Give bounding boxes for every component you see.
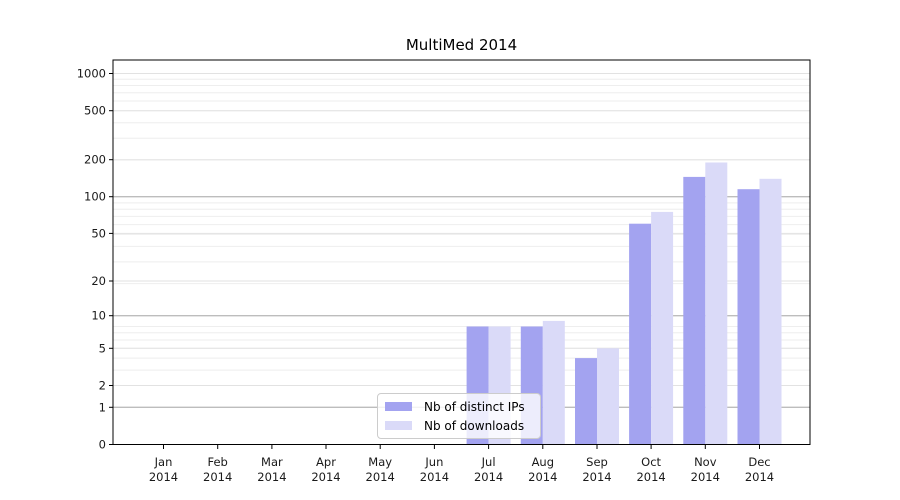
bar-ips-nov	[683, 176, 706, 445]
y-tick-label: 20	[91, 274, 106, 288]
y-tick-label: 200	[84, 153, 106, 167]
legend-row-downloads: Nb of downloads	[385, 417, 532, 435]
x-tick-label: Jan	[154, 455, 173, 469]
y-tick-label: 1	[99, 400, 106, 414]
x-tick-label: Nov	[694, 455, 717, 469]
x-tick-label: Aug	[532, 455, 554, 469]
bar-downloads-aug	[542, 320, 565, 445]
x-tick-label: Dec	[748, 455, 770, 469]
legend-label-downloads: Nb of downloads	[424, 418, 525, 433]
x-tick-label: Apr	[316, 455, 336, 469]
legend-swatch-distinct-ips	[385, 402, 412, 411]
x-tick-year-label: 2014	[203, 470, 232, 484]
y-tick-label: 10	[91, 309, 106, 323]
y-tick-label: 0	[99, 438, 106, 452]
x-tick-label: May	[368, 455, 392, 469]
x-axis-ticks: Jan2014Feb2014Mar2014Apr2014May2014Jun20…	[149, 444, 774, 484]
y-tick-label: 100	[84, 190, 106, 204]
x-tick-year-label: 2014	[582, 470, 611, 484]
x-tick-year-label: 2014	[149, 470, 178, 484]
bar-ips-sep	[575, 358, 597, 445]
legend: Nb of distinct IPs Nb of downloads	[377, 393, 541, 439]
plot-border	[112, 59, 811, 445]
x-tick-label: Oct	[641, 455, 661, 469]
x-tick-label: Sep	[586, 455, 608, 469]
bar-downloads-oct	[651, 211, 674, 445]
x-tick-year-label: 2014	[420, 470, 449, 484]
bar-downloads-dec	[759, 178, 782, 445]
legend-swatch-downloads	[385, 421, 412, 430]
y-axis-ticks: 0 1 2 5 10 20 50 100 200 500 1000	[77, 67, 113, 452]
x-tick-year-label: 2014	[311, 470, 340, 484]
legend-row-distinct-ips: Nb of distinct IPs	[385, 398, 532, 416]
x-tick-label: Jun	[424, 455, 443, 469]
legend-label-distinct-ips: Nb of distinct IPs	[424, 399, 525, 414]
x-tick-year-label: 2014	[366, 470, 395, 484]
y-tick-label: 2	[99, 379, 106, 393]
x-tick-label: Mar	[261, 455, 283, 469]
bar-downloads-sep	[597, 348, 619, 445]
x-tick-year-label: 2014	[691, 470, 720, 484]
chart-title: MultiMed 2014	[405, 36, 518, 54]
x-tick-year-label: 2014	[257, 470, 286, 484]
bar-downloads-nov	[705, 162, 728, 445]
x-tick-label: Jul	[481, 455, 496, 469]
y-tick-label: 50	[91, 226, 106, 240]
x-tick-label: Feb	[208, 455, 228, 469]
x-tick-year-label: 2014	[745, 470, 774, 484]
bar-ips-oct	[629, 223, 652, 445]
x-tick-year-label: 2014	[528, 470, 557, 484]
x-tick-year-label: 2014	[636, 470, 665, 484]
bar-ips-dec	[737, 189, 760, 445]
y-tick-label: 5	[99, 341, 106, 355]
x-tick-year-label: 2014	[474, 470, 503, 484]
y-tick-label: 500	[84, 104, 106, 118]
y-tick-label: 1000	[77, 67, 106, 81]
